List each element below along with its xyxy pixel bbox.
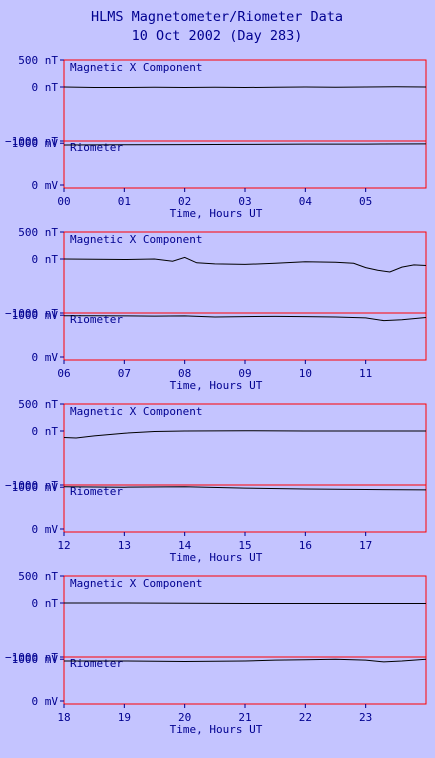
riometer-trace <box>63 486 427 491</box>
mag-ytick-label: 0 nT <box>32 81 59 94</box>
rio-ytick-label: 0 mV <box>32 523 59 536</box>
mag-ytick-label: 500 nT <box>18 570 58 583</box>
rio-ytick-label: 1000 mV <box>12 653 59 666</box>
mag-ytick-label: 0 nT <box>32 597 59 610</box>
x-tick-label: 04 <box>299 195 313 208</box>
x-tick-label: 09 <box>238 367 251 380</box>
mag-ytick-label: −1000 nT <box>5 307 58 320</box>
x-tick-label: 21 <box>238 711 251 724</box>
mag-series-label: Magnetic X Component <box>70 577 202 590</box>
mag-series-label: Magnetic X Component <box>70 233 202 246</box>
x-tick-label: 06 <box>57 367 70 380</box>
rio-series-label: Riometer <box>70 313 123 326</box>
x-tick-label: 23 <box>359 711 372 724</box>
x-tick-label: 07 <box>118 367 131 380</box>
riometer-trace <box>63 143 427 146</box>
mag-ytick-label: 500 nT <box>18 54 58 67</box>
rio-series-label: Riometer <box>70 485 123 498</box>
mag-ytick-label: −1000 nT <box>5 135 58 148</box>
x-tick-label: 01 <box>118 195 131 208</box>
mag-ytick-label: 0 nT <box>32 253 59 266</box>
x-tick-label: 08 <box>178 367 191 380</box>
chart-title-line1: HLMS Magnetometer/Riometer Data <box>91 9 343 25</box>
mag-ytick-label: −1000 nT <box>5 479 58 492</box>
magnetometer-trace <box>63 86 427 89</box>
x-tick-label: 05 <box>359 195 372 208</box>
mag-series-label: Magnetic X Component <box>70 61 202 74</box>
x-tick-label: 20 <box>178 711 191 724</box>
rio-series-label: Riometer <box>70 657 123 670</box>
x-tick-label: 19 <box>118 711 131 724</box>
x-tick-label: 03 <box>238 195 251 208</box>
x-tick-label: 18 <box>57 711 70 724</box>
rio-ytick-label: 0 mV <box>32 179 59 192</box>
chart-title-line2: 10 Oct 2002 (Day 283) <box>132 28 303 44</box>
rio-ytick-label: 1000 mV <box>12 481 59 494</box>
x-tick-label: 14 <box>178 539 192 552</box>
mag-ytick-label: 500 nT <box>18 398 58 411</box>
x-tick-label: 15 <box>238 539 251 552</box>
rio-ytick-label: 0 mV <box>32 695 59 708</box>
x-axis-label: Time, Hours UT <box>170 551 263 564</box>
x-tick-label: 00 <box>57 195 70 208</box>
x-tick-label: 11 <box>359 367 372 380</box>
x-tick-label: 02 <box>178 195 191 208</box>
magnetometer-trace <box>64 602 426 604</box>
x-tick-label: 22 <box>299 711 312 724</box>
riometer-trace <box>64 315 427 322</box>
x-tick-label: 16 <box>299 539 312 552</box>
magnetometer-trace <box>63 430 426 439</box>
x-tick-label: 12 <box>57 539 70 552</box>
magnetometer-trace <box>63 256 427 273</box>
x-tick-label: 13 <box>118 539 131 552</box>
rio-ytick-label: 0 mV <box>32 351 59 364</box>
x-axis-label: Time, Hours UT <box>170 723 263 736</box>
riometer-trace <box>64 658 427 663</box>
mag-series-label: Magnetic X Component <box>70 405 202 418</box>
rio-ytick-label: 1000 mV <box>12 309 59 322</box>
rio-series-label: Riometer <box>70 141 123 154</box>
rio-ytick-label: 1000 mV <box>12 137 59 150</box>
mag-ytick-label: 0 nT <box>32 425 59 438</box>
x-tick-label: 17 <box>359 539 372 552</box>
x-axis-label: Time, Hours UT <box>170 379 263 392</box>
mag-ytick-label: 500 nT <box>18 226 58 239</box>
mag-ytick-label: −1000 nT <box>5 651 58 664</box>
x-tick-label: 10 <box>299 367 312 380</box>
x-axis-label: Time, Hours UT <box>170 207 263 220</box>
